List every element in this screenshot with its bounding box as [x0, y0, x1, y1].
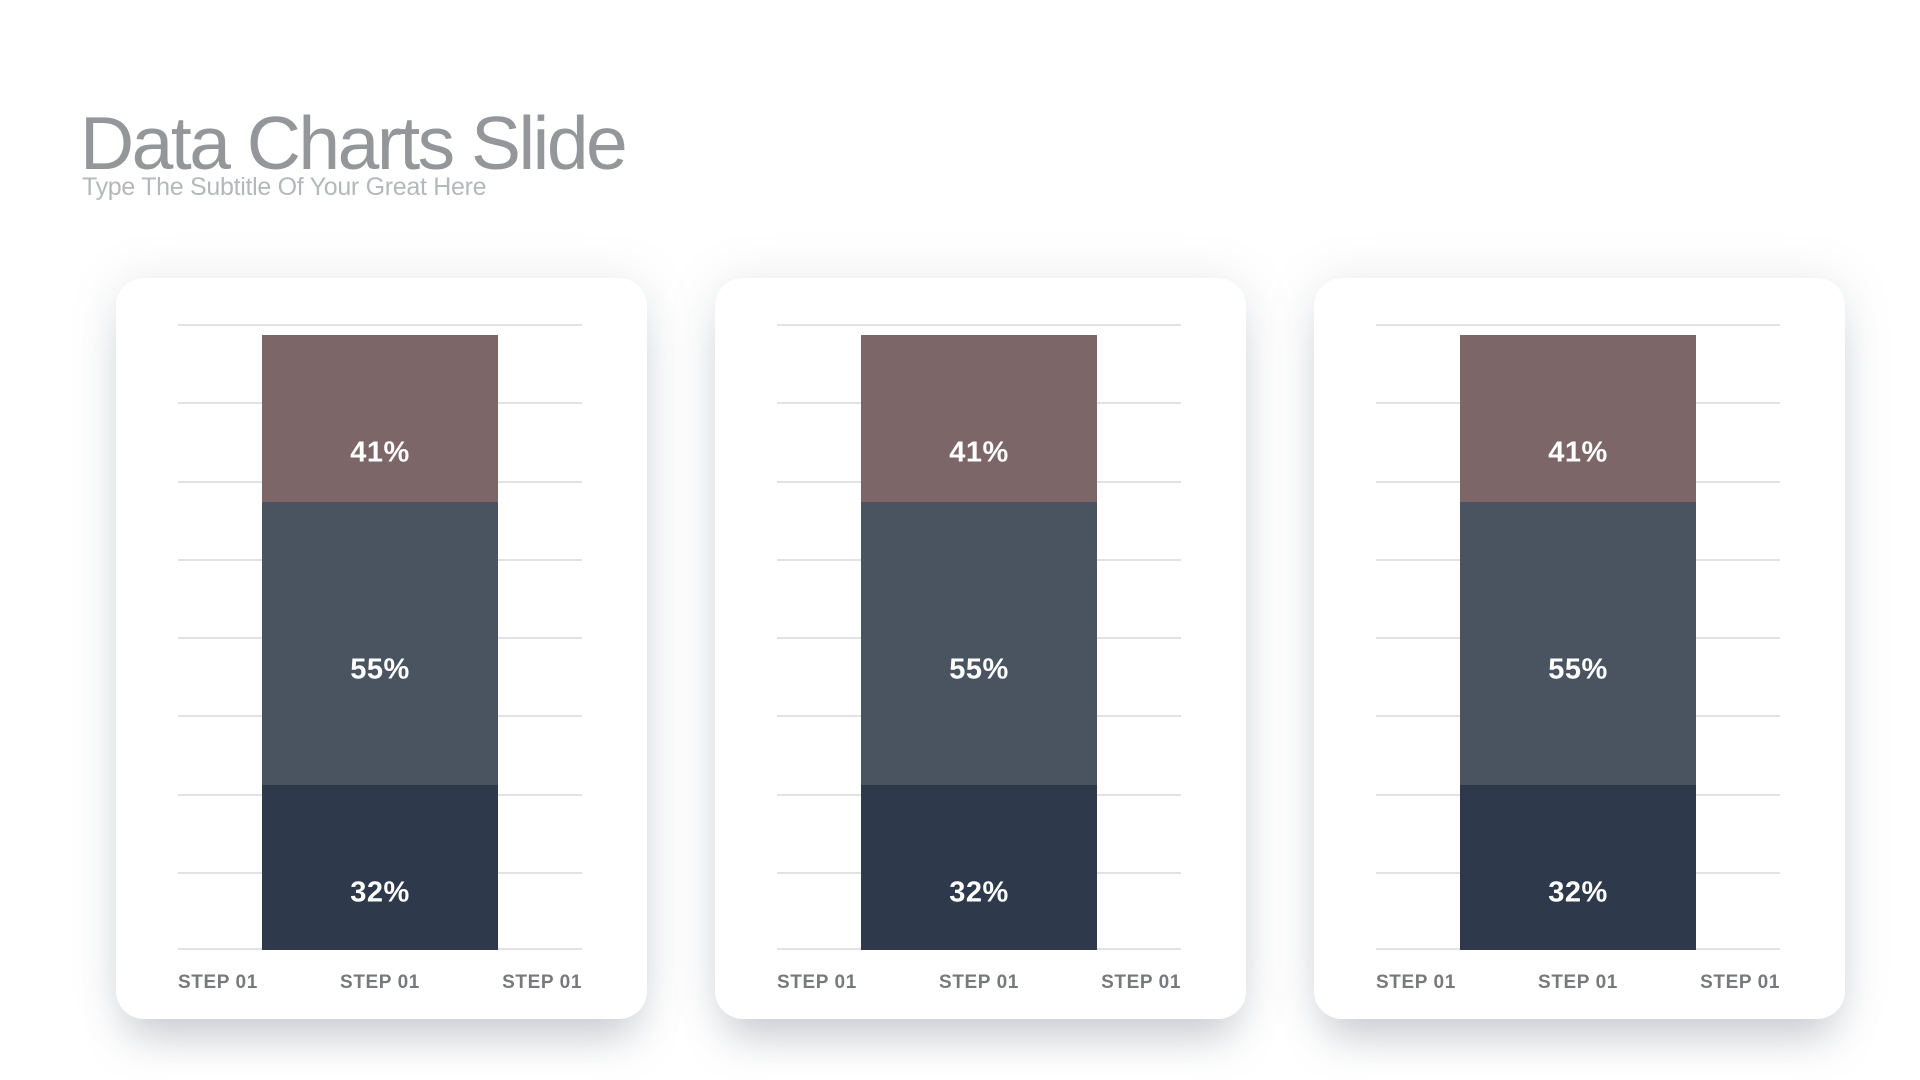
chart-card: 41% 55% 32% STEP 01 STEP 01 STEP 01 [715, 278, 1246, 1019]
slide-title: Data Charts Slide [80, 101, 628, 186]
axis-label: STEP 01 [502, 972, 582, 993]
segment-value-label: 32% [949, 876, 1009, 909]
segment-value-label: 32% [1548, 876, 1608, 909]
x-axis-labels: STEP 01 STEP 01 STEP 01 [777, 972, 1181, 994]
bar-segment-bottom: 32% [262, 785, 498, 950]
bar-segment-bottom: 32% [861, 785, 1097, 950]
segment-value-label: 55% [350, 653, 410, 686]
axis-label: STEP 01 [939, 972, 1019, 993]
stacked-bar-chart: 41% 55% 32% [1376, 324, 1780, 950]
chart-card: 41% 55% 32% STEP 01 STEP 01 STEP 01 [1314, 278, 1845, 1019]
gridline [777, 324, 1181, 326]
axis-label: STEP 01 [178, 972, 258, 993]
stacked-bar: 41% 55% 32% [1460, 335, 1696, 950]
segment-value-label: 32% [350, 876, 410, 909]
gridline [178, 324, 582, 326]
bar-segment-middle: 55% [262, 501, 498, 786]
axis-label: STEP 01 [1700, 972, 1780, 993]
segment-value-label: 55% [1548, 653, 1608, 686]
gridline [1376, 324, 1780, 326]
axis-label: STEP 01 [1376, 972, 1456, 993]
stacked-bar: 41% 55% 32% [262, 335, 498, 950]
x-axis-labels: STEP 01 STEP 01 STEP 01 [178, 972, 582, 994]
stacked-bar-chart: 41% 55% 32% [178, 324, 582, 950]
bar-segment-top: 41% [1460, 335, 1696, 502]
segment-value-label: 41% [1548, 436, 1608, 469]
bar-segment-top: 41% [861, 335, 1097, 502]
axis-label: STEP 01 [1538, 972, 1618, 993]
axis-label: STEP 01 [340, 972, 420, 993]
bar-segment-middle: 55% [1460, 501, 1696, 786]
axis-label: STEP 01 [777, 972, 857, 993]
bar-segment-top: 41% [262, 335, 498, 502]
bar-segment-bottom: 32% [1460, 785, 1696, 950]
axis-label: STEP 01 [1101, 972, 1181, 993]
bar-segment-middle: 55% [861, 501, 1097, 786]
chart-cards-row: 41% 55% 32% STEP 01 STEP 01 STEP 01 [116, 278, 1845, 1019]
segment-value-label: 41% [949, 436, 1009, 469]
stacked-bar-chart: 41% 55% 32% [777, 324, 1181, 950]
segment-value-label: 55% [949, 653, 1009, 686]
slide-subtitle: Type The Subtitle Of Your Great Here [82, 173, 487, 201]
stacked-bar: 41% 55% 32% [861, 335, 1097, 950]
segment-value-label: 41% [350, 436, 410, 469]
x-axis-labels: STEP 01 STEP 01 STEP 01 [1376, 972, 1780, 994]
chart-card: 41% 55% 32% STEP 01 STEP 01 STEP 01 [116, 278, 647, 1019]
